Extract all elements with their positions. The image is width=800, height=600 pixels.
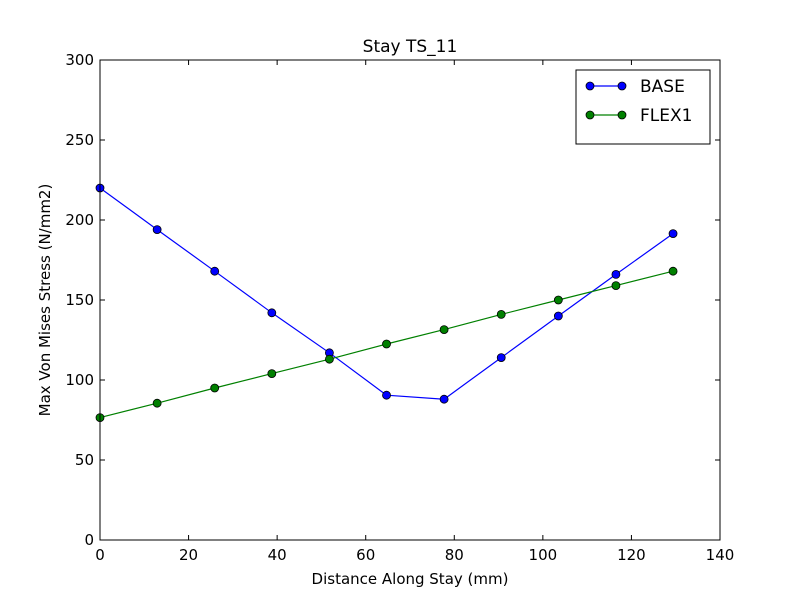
data-point [668, 266, 678, 276]
series-layer [95, 183, 678, 423]
y-axis-label: Max Von Mises Stress (N/mm2) [36, 184, 54, 417]
data-point [267, 369, 277, 379]
x-tick-label: 100 [529, 546, 558, 564]
data-point [324, 354, 334, 364]
x-tick-label: 40 [268, 546, 287, 564]
series-base [95, 183, 678, 404]
data-point [496, 353, 506, 363]
x-tick-label: 80 [445, 546, 464, 564]
x-tick-label: 0 [95, 546, 105, 564]
legend-box [575, 69, 711, 145]
x-tick-label: 120 [617, 546, 646, 564]
legend-marker [585, 110, 595, 120]
series-flex1 [95, 266, 678, 423]
data-point [210, 383, 220, 393]
data-point [267, 308, 277, 318]
data-point [611, 281, 621, 291]
data-point [382, 390, 391, 400]
data-point [553, 311, 563, 321]
data-point [210, 266, 220, 276]
legend: BASE FLEX1 [575, 69, 711, 145]
legend-item-base: BASE [585, 77, 685, 97]
data-point [439, 394, 449, 404]
y-tick-label: 50 [75, 451, 94, 469]
x-tick-label: 20 [179, 546, 198, 564]
legend-label: FLEX1 [640, 106, 692, 126]
y-tick-label: 0 [84, 531, 94, 549]
y-tick-label: 100 [65, 371, 94, 389]
legend-item-flex1: FLEX1 [585, 106, 692, 126]
y-tick-label: 300 [65, 51, 94, 69]
data-point [611, 269, 621, 279]
data-point [668, 229, 678, 239]
data-point [553, 295, 563, 305]
y-tick-label: 250 [65, 131, 94, 149]
legend-marker [585, 81, 595, 91]
series-line [99, 187, 674, 400]
data-point [439, 325, 449, 335]
y-tick-label: 200 [65, 211, 94, 229]
x-tick-label: 140 [706, 546, 735, 564]
data-point [382, 339, 391, 349]
legend-marker [617, 110, 627, 120]
legend-marker [617, 81, 627, 91]
ticks-layer: 0 20 40 60 80 100 120 140 0 50 100 150 200 250 300 [65, 51, 734, 564]
data-point [152, 398, 162, 408]
y-tick-label: 150 [65, 291, 94, 309]
legend-label: BASE [640, 77, 685, 97]
data-point [152, 225, 162, 235]
data-point [496, 309, 506, 319]
x-axis-label: Distance Along Stay (mm) [312, 570, 509, 588]
chart-title: Stay TS_11 [363, 37, 458, 57]
x-tick-label: 60 [356, 546, 375, 564]
